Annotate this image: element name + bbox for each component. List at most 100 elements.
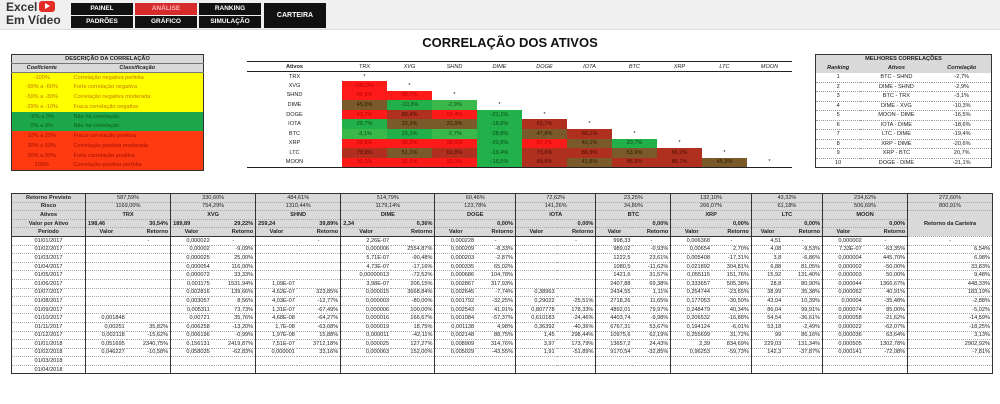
legend-row: 30% a 59% Correlação positiva moderada: [11, 141, 204, 151]
legend-row: 0% a 9% Não há correlação: [11, 121, 204, 132]
best-assets: DIME - XVG: [860, 101, 933, 111]
matrix-cell: 53,9%: [612, 148, 657, 158]
legend-desc: Correlação positiva moderada: [73, 142, 149, 149]
period-date: 01/01/2018: [11, 339, 86, 349]
asset-return-cell: [126, 288, 171, 298]
nav-painel-button[interactable]: PAINEL: [71, 3, 133, 15]
asset-return-cell: 18,75%: [391, 322, 435, 332]
nav-simulacao-button[interactable]: SIMULAÇÃO: [199, 16, 261, 28]
asset-return-cell: -: [632, 236, 671, 246]
asset-return-cell: [556, 262, 596, 272]
best-col-correlacao: Correlação: [932, 63, 992, 73]
table-row: 01/09/2017 0,005311 73,73% 1,31E-07 -67,49% 0…: [11, 305, 993, 315]
asset-expected-return: 484,61%: [255, 193, 341, 203]
asset-value-cell: 99: [750, 331, 784, 341]
nav-carteira-button[interactable]: CARTEIRA: [264, 3, 326, 28]
asset-return-cell: 8,56%: [211, 296, 256, 306]
asset-return-cell: 50,00%: [863, 270, 908, 280]
asset-return-cell: -0,99%: [211, 331, 256, 341]
matrix-cell: 86,9%: [612, 157, 657, 168]
asset-return-cell: 4,98%: [476, 322, 516, 332]
asset-return-cell: -24,46%: [556, 313, 596, 323]
asset-return-cell: -0,93%: [632, 245, 671, 255]
legend-desc: Fraca correlação positiva: [73, 133, 137, 140]
asset-return-cell: 85,00%: [863, 305, 908, 315]
asset-risk: 61,18%: [750, 202, 823, 212]
asset-return-cell: [211, 365, 256, 375]
best-row: 9 XRP - BTC 20,7%: [815, 148, 992, 159]
asset-value-cell: [85, 356, 127, 366]
best-col-ativos: Ativos: [860, 63, 933, 73]
portfolio-return-cell: 9,48%: [907, 270, 993, 280]
matrix-empty-cell: [702, 139, 747, 149]
asset-return-cell: [863, 365, 908, 375]
legend-coef: 30% a 59%: [27, 142, 57, 149]
asset-value-cell: 0,000001: [255, 348, 297, 358]
asset-value-cell: [85, 305, 127, 315]
matrix-empty-cell: [747, 148, 792, 158]
asset-return-cell: [632, 365, 671, 375]
correlation-description-table: DESCRIÇÃO DA CORRELAÇÃO Coeficiente Class…: [11, 54, 204, 171]
asset-value-cell: 0,000019: [340, 322, 392, 332]
asset-risk: 123,78%: [434, 202, 516, 212]
matrix-row: LTC 73,9% 51,1% 60,8% -19,4% 73,8% 86,9% 53,9% 6…: [247, 148, 792, 158]
asset-value-cell: 1,45: [514, 331, 557, 341]
nav-padroes-button[interactable]: PADRÕES: [71, 16, 133, 28]
nav-ranking-button[interactable]: RANKING: [199, 3, 261, 15]
matrix-cell: 40,1%: [567, 138, 612, 149]
best-assets: DOGE - DIME: [860, 158, 933, 168]
matrix-empty-cell: [567, 81, 612, 91]
asset-value-cell: 0,005311: [170, 305, 212, 315]
col-retorno: Retorno: [211, 227, 256, 237]
matrix-cell: 63,7%: [522, 119, 567, 130]
legend-row: -99% a -60% Forte correlação negativa: [11, 82, 204, 93]
asset-return-cell: 31,57%: [632, 270, 671, 280]
legend-desc: Não há correlação: [73, 113, 120, 120]
col-valor: Valor: [170, 227, 212, 237]
best-rank: 7: [815, 129, 861, 140]
asset-return-cell: [783, 356, 823, 366]
legend-row: -9% a 0% Não há correlação: [11, 111, 204, 122]
asset-return-cell: [712, 365, 752, 375]
asset-value-cell: 0,38963: [514, 288, 557, 298]
matrix-row: BTC -3,1% 23,1% -2,7% -28,8% 47,8% 66,1% *: [247, 129, 792, 139]
matrix-empty-cell: [747, 119, 792, 129]
asset-value-cell: [822, 356, 864, 366]
asset-value-cell: [255, 262, 297, 272]
asset-allocation-pct: 30,54%: [126, 219, 171, 229]
asset-value-cell: [514, 253, 557, 263]
nav-analise-button[interactable]: ANÁLISE: [135, 3, 197, 15]
legend-row: 10% a 29% Fraca correlação positiva: [11, 131, 204, 142]
asset-return-cell: 116,00%: [211, 262, 256, 272]
asset-value-cell: 0,058035: [170, 348, 212, 358]
asset-return-cell: 10,39%: [783, 296, 823, 306]
matrix-cell: -3,1%: [342, 129, 387, 139]
asset-return-cell: 166,67%: [391, 313, 435, 323]
period-date: 01/12/2017: [11, 331, 86, 341]
asset-return-cell: -63,35%: [863, 245, 908, 255]
asset-allocation-value: [595, 219, 633, 229]
matrix-row: XVG 100,0% *: [247, 81, 792, 91]
asset-value-cell: [255, 270, 297, 280]
period-date: 01/10/2017: [11, 313, 86, 323]
asset-return-cell: -13,20%: [211, 322, 256, 332]
asset-return-cell: 24,43%: [632, 339, 671, 349]
table-row: 01/06/2017 0,001175 1531,94% 1,09E-07 3,98E-…: [11, 279, 993, 289]
col-valor: Valor: [255, 227, 297, 237]
best-row: 2 DIME - SHND -2,9%: [815, 82, 992, 92]
portfolio-return-cell: -7,81%: [907, 348, 993, 358]
nav-grafico-button[interactable]: GRÁFICO: [135, 16, 197, 28]
asset-return-cell: [296, 279, 341, 289]
legend-title: DESCRIÇÃO DA CORRELAÇÃO: [11, 54, 204, 64]
legend-coef: 10% a 29%: [27, 133, 57, 140]
asset-value-cell: [85, 288, 127, 298]
asset-return-cell: -35,48%: [863, 296, 908, 306]
asset-return-cell: 1531,94%: [211, 279, 256, 289]
asset-expected-return: 132,10%: [670, 193, 752, 203]
asset-value-cell: 0,194124: [670, 322, 712, 332]
matrix-empty-cell: [747, 100, 792, 110]
asset-value-cell: 1,7E-08: [255, 322, 297, 332]
asset-return-cell: -2,49%: [783, 322, 823, 332]
asset-risk: 266,07%: [670, 202, 752, 212]
asset-value-cell: 0,000054: [170, 262, 212, 272]
